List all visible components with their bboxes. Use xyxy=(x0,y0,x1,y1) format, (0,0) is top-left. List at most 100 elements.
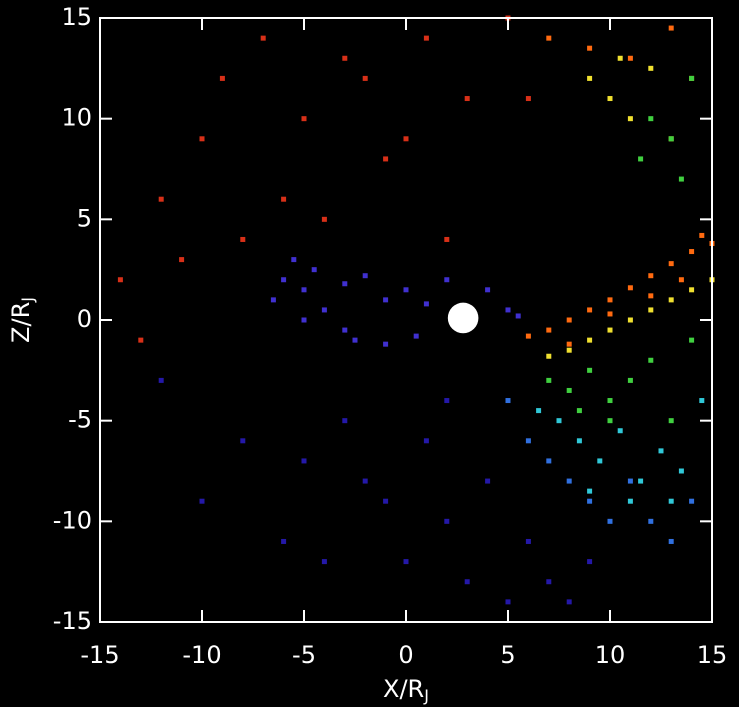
particle xyxy=(312,267,317,272)
particle xyxy=(342,328,347,333)
particle xyxy=(648,116,653,121)
particle xyxy=(546,579,551,584)
particle xyxy=(567,599,572,604)
particle xyxy=(648,66,653,71)
particle xyxy=(281,539,286,544)
particle xyxy=(638,479,643,484)
particle xyxy=(404,287,409,292)
y-tick-label: 10 xyxy=(61,104,92,132)
particle xyxy=(669,297,674,302)
particle xyxy=(567,348,572,353)
particle xyxy=(628,479,633,484)
x-tick-label: -5 xyxy=(292,641,316,669)
particle xyxy=(526,438,531,443)
particle xyxy=(302,287,307,292)
background xyxy=(0,0,739,707)
particle xyxy=(322,559,327,564)
particle xyxy=(159,378,164,383)
particle xyxy=(291,257,296,262)
particle xyxy=(220,76,225,81)
particle xyxy=(383,297,388,302)
x-tick-label: 10 xyxy=(595,641,626,669)
particle xyxy=(465,96,470,101)
particle xyxy=(567,388,572,393)
particle xyxy=(597,458,602,463)
particle xyxy=(353,338,358,343)
particle xyxy=(608,519,613,524)
particle xyxy=(648,358,653,363)
particle xyxy=(669,539,674,544)
particle xyxy=(159,197,164,202)
y-tick-label: 0 xyxy=(77,305,92,333)
particle xyxy=(179,257,184,262)
x-label-sub: J xyxy=(423,686,429,705)
y-tick-label: -5 xyxy=(68,406,92,434)
particle xyxy=(281,277,286,282)
particle xyxy=(587,499,592,504)
x-tick-label: -15 xyxy=(80,641,119,669)
particle xyxy=(567,342,572,347)
particle xyxy=(628,56,633,61)
particle xyxy=(465,579,470,584)
particle xyxy=(342,56,347,61)
particle xyxy=(444,237,449,242)
particle xyxy=(587,338,592,343)
particle xyxy=(526,334,531,339)
particle xyxy=(444,519,449,524)
particle xyxy=(567,479,572,484)
particle xyxy=(669,136,674,141)
x-tick-label: -10 xyxy=(182,641,221,669)
particle xyxy=(628,499,633,504)
particle xyxy=(699,398,704,403)
particle xyxy=(546,354,551,359)
particle xyxy=(648,293,653,298)
particle xyxy=(608,311,613,316)
particle xyxy=(587,76,592,81)
y-label-sub: J xyxy=(18,297,37,303)
y-tick-label: 15 xyxy=(61,3,92,31)
particle xyxy=(414,334,419,339)
particle xyxy=(404,136,409,141)
particle xyxy=(546,458,551,463)
particle xyxy=(322,217,327,222)
particle xyxy=(689,287,694,292)
particle xyxy=(302,116,307,121)
y-tick-label: 5 xyxy=(77,204,92,232)
particle xyxy=(557,418,562,423)
particle xyxy=(679,277,684,282)
particle xyxy=(444,398,449,403)
particle xyxy=(648,307,653,312)
particle xyxy=(689,338,694,343)
particle xyxy=(546,36,551,41)
particle xyxy=(363,76,368,81)
particle xyxy=(679,469,684,474)
particle xyxy=(302,318,307,323)
particle xyxy=(587,489,592,494)
particle xyxy=(608,398,613,403)
particle xyxy=(669,26,674,31)
particle xyxy=(506,398,511,403)
particle xyxy=(383,499,388,504)
particle xyxy=(587,46,592,51)
particle xyxy=(506,599,511,604)
particle xyxy=(638,156,643,161)
particle xyxy=(659,448,664,453)
particle xyxy=(587,307,592,312)
particle xyxy=(342,418,347,423)
particle xyxy=(485,479,490,484)
particle xyxy=(516,313,521,318)
particle xyxy=(608,328,613,333)
particle xyxy=(536,408,541,413)
particle xyxy=(679,177,684,182)
y-axis-label: Z/RJ xyxy=(7,297,37,343)
particle xyxy=(404,559,409,564)
particle xyxy=(526,96,531,101)
x-tick-label: 15 xyxy=(697,641,728,669)
chart: X/RJ Z/RJ -15-10-5051015-15-10-5051015 xyxy=(0,0,739,707)
particle xyxy=(618,428,623,433)
x-tick-label: 0 xyxy=(398,641,413,669)
particle xyxy=(138,338,143,343)
particle xyxy=(261,36,266,41)
particle xyxy=(342,281,347,286)
particle xyxy=(363,273,368,278)
